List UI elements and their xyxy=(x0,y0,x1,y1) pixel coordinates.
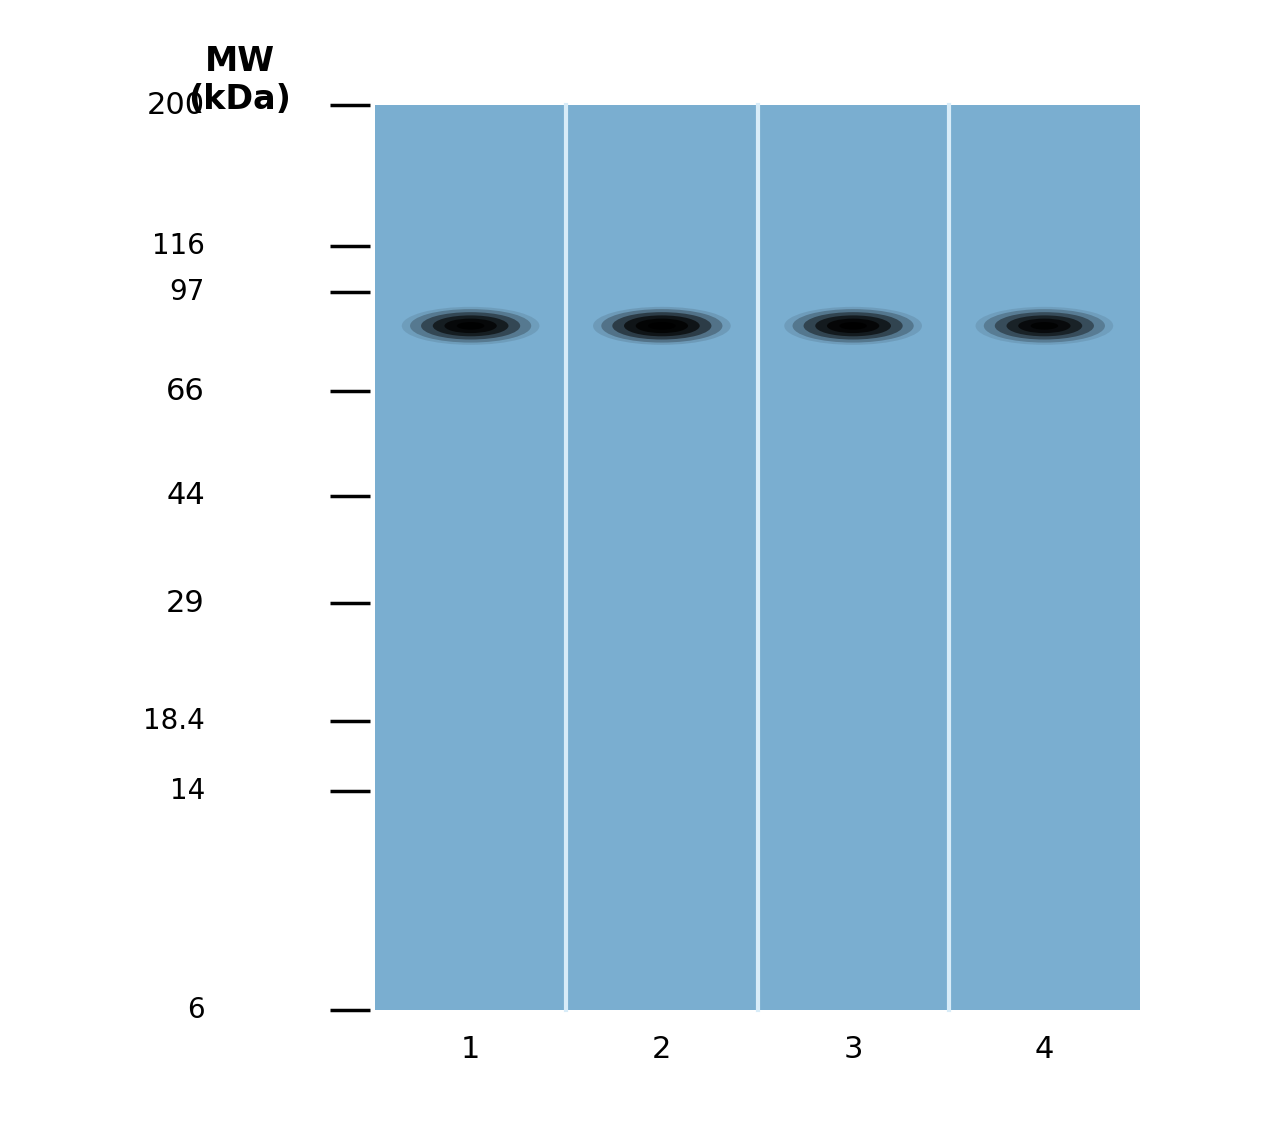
Ellipse shape xyxy=(984,309,1105,343)
Ellipse shape xyxy=(1006,316,1083,336)
Bar xyxy=(375,104,1140,1010)
Text: MW: MW xyxy=(205,45,275,77)
Ellipse shape xyxy=(1030,322,1059,330)
Ellipse shape xyxy=(785,307,922,345)
Ellipse shape xyxy=(1018,319,1070,334)
Ellipse shape xyxy=(421,312,520,339)
Ellipse shape xyxy=(593,307,731,345)
Text: 4: 4 xyxy=(1034,1035,1053,1063)
Text: 200: 200 xyxy=(147,91,205,119)
Text: 44: 44 xyxy=(166,482,205,510)
Ellipse shape xyxy=(402,307,539,345)
Ellipse shape xyxy=(602,309,722,343)
Text: 1: 1 xyxy=(461,1035,480,1063)
Ellipse shape xyxy=(804,312,902,339)
Text: 18.4: 18.4 xyxy=(143,706,205,734)
Text: 66: 66 xyxy=(166,376,205,405)
Ellipse shape xyxy=(457,322,484,330)
Text: 29: 29 xyxy=(166,588,205,618)
Text: 6: 6 xyxy=(187,996,205,1024)
Ellipse shape xyxy=(444,319,497,334)
Ellipse shape xyxy=(612,312,712,339)
Ellipse shape xyxy=(410,309,531,343)
Ellipse shape xyxy=(995,312,1094,339)
Text: 14: 14 xyxy=(170,777,205,805)
Ellipse shape xyxy=(827,319,879,334)
Ellipse shape xyxy=(433,316,508,336)
Ellipse shape xyxy=(975,307,1114,345)
Ellipse shape xyxy=(625,316,700,336)
Ellipse shape xyxy=(792,309,914,343)
Ellipse shape xyxy=(815,316,891,336)
Text: (kDa): (kDa) xyxy=(188,83,292,116)
Text: 2: 2 xyxy=(653,1035,672,1063)
Text: 97: 97 xyxy=(170,277,205,305)
Text: 116: 116 xyxy=(152,231,205,259)
Ellipse shape xyxy=(840,322,867,330)
Ellipse shape xyxy=(648,322,676,330)
Text: 3: 3 xyxy=(844,1035,863,1063)
Ellipse shape xyxy=(636,319,689,334)
